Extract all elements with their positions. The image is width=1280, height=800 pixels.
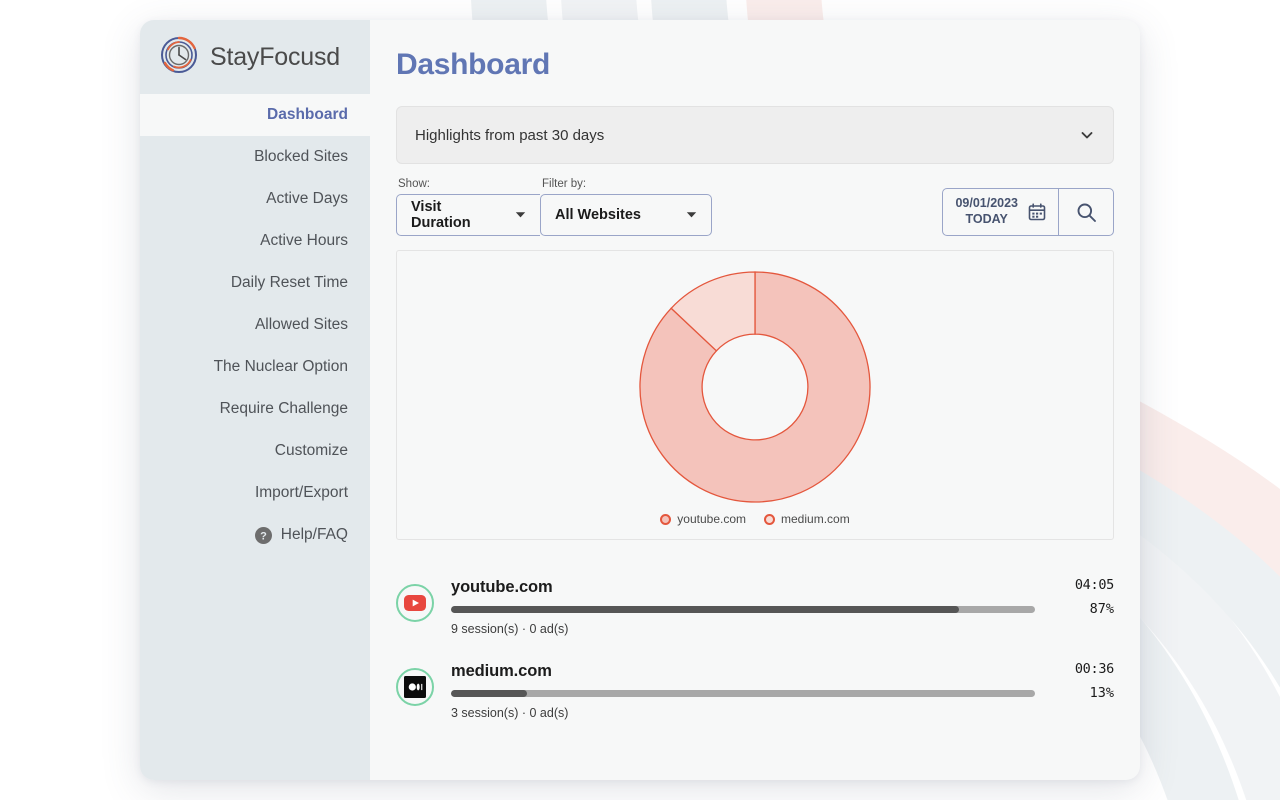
legend-label: youtube.com	[677, 512, 747, 526]
app-window: StayFocusd Dashboard Blocked Sites Activ…	[140, 20, 1140, 780]
legend-item-youtube[interactable]: youtube.com	[660, 512, 746, 526]
legend-swatch	[764, 513, 776, 525]
date-sublabel: TODAY	[965, 212, 1008, 226]
date-picker[interactable]: 09/01/2023 TODAY	[943, 189, 1059, 235]
chart-legend: youtube.com medium.com	[660, 512, 850, 526]
site-body: youtube.com 9 session(s) · 0 ad(s)	[451, 566, 1035, 636]
sidebar-item-allowed-sites[interactable]: Allowed Sites	[140, 304, 370, 346]
donut-chart-panel: youtube.com medium.com	[396, 250, 1114, 540]
chevron-down-icon	[686, 211, 697, 219]
usage-bar-track	[451, 606, 1035, 613]
sidebar-item-label: Active Days	[266, 190, 348, 207]
sidebar: StayFocusd Dashboard Blocked Sites Activ…	[140, 20, 370, 780]
usage-bar-track	[451, 690, 1035, 697]
site-time: 00:36	[1074, 661, 1114, 677]
search-button[interactable]	[1059, 189, 1113, 235]
site-row[interactable]: youtube.com 9 session(s) · 0 ad(s) 04:05…	[396, 566, 1114, 650]
help-circle-icon: ?	[254, 526, 272, 544]
site-stats: 04:05 87%	[1052, 566, 1114, 617]
site-list: youtube.com 9 session(s) · 0 ad(s) 04:05…	[396, 566, 1114, 734]
site-percent: 13%	[1089, 685, 1114, 701]
sidebar-item-import-export[interactable]: Import/Export	[140, 472, 370, 514]
sidebar-nav: Dashboard Blocked Sites Active Days Acti…	[140, 94, 370, 556]
clock-logo-icon	[160, 36, 198, 79]
site-icon-ring	[396, 668, 434, 706]
sidebar-item-label: Allowed Sites	[254, 316, 348, 333]
usage-bar-fill	[451, 606, 960, 613]
chevron-down-icon	[515, 211, 526, 219]
usage-bar-fill	[451, 690, 527, 697]
show-label: Show:	[398, 178, 430, 190]
sidebar-item-help-faq[interactable]: ? Help/FAQ	[140, 514, 370, 556]
site-body: medium.com 3 session(s) · 0 ad(s)	[451, 650, 1035, 720]
sidebar-item-active-days[interactable]: Active Days	[140, 178, 370, 220]
chevron-down-icon	[1079, 127, 1095, 143]
filter-controls: Show: Visit Duration Filter by: All Webs…	[396, 178, 1114, 236]
search-icon	[1076, 202, 1097, 223]
sidebar-item-require-challenge[interactable]: Require Challenge	[140, 388, 370, 430]
donut-slice-medium-com[interactable]	[670, 271, 756, 352]
legend-swatch	[660, 513, 672, 525]
site-meta: 3 session(s) · 0 ad(s)	[451, 706, 569, 720]
sidebar-item-dashboard[interactable]: Dashboard	[140, 94, 370, 136]
filter-select-value: All Websites	[555, 207, 641, 223]
sidebar-item-label: Active Hours	[260, 232, 348, 249]
filter-label: Filter by:	[542, 178, 587, 190]
sidebar-item-label: Require Challenge	[219, 400, 348, 417]
site-meta: 9 session(s) · 0 ad(s)	[451, 622, 569, 636]
main-content: Dashboard Highlights from past 30 days S…	[370, 20, 1140, 780]
show-select[interactable]: Visit Duration	[396, 194, 540, 236]
page-title: Dashboard	[396, 48, 550, 81]
site-row[interactable]: medium.com 3 session(s) · 0 ad(s) 00:36 …	[396, 650, 1114, 734]
sidebar-item-blocked-sites[interactable]: Blocked Sites	[140, 136, 370, 178]
date-search-group: 09/01/2023 TODAY	[942, 188, 1114, 236]
show-control-group: Show: Visit Duration	[396, 178, 540, 236]
site-percent: 87%	[1089, 601, 1114, 617]
site-stats: 00:36 13%	[1052, 650, 1114, 701]
donut-chart	[639, 271, 871, 503]
legend-item-medium[interactable]: medium.com	[764, 512, 850, 526]
show-select-value: Visit Duration	[411, 199, 471, 231]
sidebar-item-label: Customize	[274, 442, 348, 459]
site-name: youtube.com	[451, 578, 553, 596]
youtube-icon	[404, 595, 426, 611]
svg-text:?: ?	[260, 530, 267, 542]
donut-slice-youtube-com[interactable]	[639, 271, 871, 503]
sidebar-item-label: Daily Reset Time	[230, 274, 348, 291]
sidebar-item-customize[interactable]: Customize	[140, 430, 370, 472]
sidebar-item-the-nuclear-option[interactable]: The Nuclear Option	[140, 346, 370, 388]
site-name: medium.com	[451, 662, 552, 680]
filter-select[interactable]: All Websites	[540, 194, 712, 236]
sidebar-item-label: Help/FAQ	[280, 526, 348, 543]
medium-icon	[404, 676, 426, 698]
sidebar-item-label: Dashboard	[267, 106, 348, 123]
sidebar-item-active-hours[interactable]: Active Hours	[140, 220, 370, 262]
date-value: 09/01/2023	[955, 196, 1018, 211]
sidebar-item-label: Blocked Sites	[254, 148, 348, 165]
brand-name: StayFocusd	[210, 42, 341, 71]
sidebar-item-label: Import/Export	[254, 484, 348, 501]
site-time: 04:05	[1074, 577, 1114, 593]
highlights-accordion[interactable]: Highlights from past 30 days	[396, 106, 1114, 164]
legend-label: medium.com	[781, 512, 850, 526]
sidebar-item-label: The Nuclear Option	[213, 358, 348, 375]
filter-control-group: Filter by: All Websites	[540, 178, 712, 236]
calendar-icon[interactable]	[1028, 203, 1046, 221]
sidebar-item-daily-reset-time[interactable]: Daily Reset Time	[140, 262, 370, 304]
date-picker-text: 09/01/2023 TODAY	[955, 196, 1018, 227]
brand: StayFocusd	[140, 20, 370, 94]
highlights-label: Highlights from past 30 days	[415, 126, 605, 144]
site-icon-ring	[396, 584, 434, 622]
